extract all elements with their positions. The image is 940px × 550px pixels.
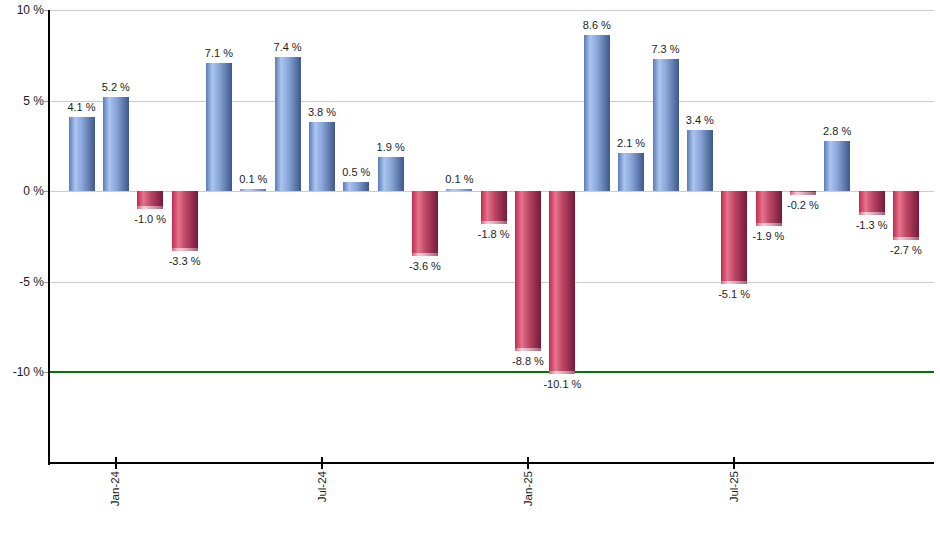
- bar-value-label: -3.3 %: [153, 255, 217, 268]
- bar-value-label: -10.1 %: [530, 378, 594, 391]
- grid-line: [50, 282, 934, 283]
- bar[interactable]: [343, 182, 369, 191]
- bar[interactable]: [378, 157, 404, 191]
- bar[interactable]: [412, 191, 438, 256]
- bar-value-label: 7.3 %: [634, 43, 698, 56]
- bar-value-label: 7.4 %: [256, 41, 320, 54]
- bar-value-label: 3.4 %: [668, 114, 732, 127]
- bar[interactable]: [687, 130, 713, 192]
- y-axis-label: 10 %: [0, 3, 44, 17]
- bar-value-label: 5.2 %: [84, 81, 148, 94]
- y-axis-line: [48, 10, 50, 465]
- bar-value-label: 2.8 %: [805, 125, 869, 138]
- monthly-returns-bar-chart: 4.1 %5.2 %-1.0 %-3.3 %7.1 %0.1 %7.4 %3.8…: [0, 0, 940, 550]
- bar[interactable]: [240, 189, 266, 191]
- bar-value-label: 0.1 %: [427, 173, 491, 186]
- reference-line: [50, 371, 934, 373]
- bar[interactable]: [309, 122, 335, 191]
- bar[interactable]: [275, 57, 301, 191]
- bar[interactable]: [618, 153, 644, 191]
- bar[interactable]: [515, 191, 541, 351]
- bar[interactable]: [137, 191, 163, 209]
- bar-value-label: -5.1 %: [702, 288, 766, 301]
- bar[interactable]: [103, 97, 129, 191]
- bar-value-label: -0.2 %: [771, 199, 835, 212]
- bar[interactable]: [859, 191, 885, 215]
- y-axis-label: -10 %: [0, 365, 44, 379]
- x-axis-label: Jul-24: [316, 471, 329, 502]
- grid-line: [50, 10, 934, 11]
- bar[interactable]: [584, 35, 610, 191]
- bar-value-label: 7.1 %: [187, 47, 251, 60]
- bar-value-label: 3.8 %: [290, 106, 354, 119]
- bar-value-label: -2.7 %: [874, 244, 938, 257]
- x-axis-label: Jan-24: [109, 471, 122, 506]
- bar[interactable]: [172, 191, 198, 251]
- bar[interactable]: [69, 117, 95, 191]
- y-axis-label: -5 %: [0, 275, 44, 289]
- bar-value-label: 8.6 %: [565, 19, 629, 32]
- bar-value-label: -3.6 %: [393, 260, 457, 273]
- grid-line: [50, 101, 934, 102]
- y-axis-label: 0 %: [0, 184, 44, 198]
- y-axis-label: 5 %: [0, 94, 44, 108]
- bar[interactable]: [446, 189, 472, 191]
- bar[interactable]: [549, 191, 575, 374]
- x-axis-line: [48, 462, 934, 464]
- bar-value-label: -1.9 %: [737, 230, 801, 243]
- x-axis-label: Jul-25: [728, 471, 741, 502]
- x-axis-label: Jan-25: [522, 471, 535, 506]
- bar[interactable]: [893, 191, 919, 240]
- bar[interactable]: [206, 63, 232, 192]
- bar[interactable]: [824, 141, 850, 192]
- bar-value-label: 1.9 %: [359, 141, 423, 154]
- bar[interactable]: [790, 191, 816, 195]
- bar[interactable]: [481, 191, 507, 224]
